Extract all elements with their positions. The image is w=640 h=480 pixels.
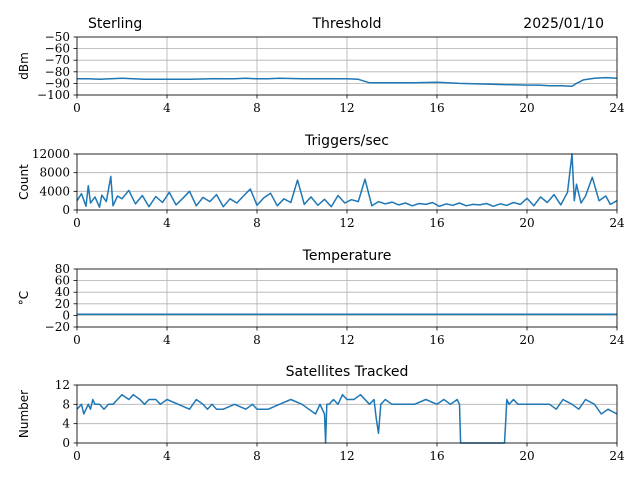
y-tick-label: −60 <box>45 42 70 56</box>
y-axis-label: °C <box>17 291 31 305</box>
chart-panel-2: 0 4 8 12 16 20 24 0 4000 8000 12000 Triggers/sec Cou… <box>17 133 625 230</box>
x-tick-label: 16 <box>429 101 444 115</box>
x-tick-label: 8 <box>253 333 261 347</box>
y-tick-label: −50 <box>45 30 70 44</box>
y-axis-label: Number <box>17 390 31 438</box>
y-tick-label: −20 <box>45 320 70 334</box>
x-tick-label: 4 <box>163 101 171 115</box>
x-tick-label: 8 <box>253 101 261 115</box>
x-tick-label: 24 <box>609 101 625 115</box>
y-axis-label: Count <box>17 164 31 200</box>
x-tick-label: 0 <box>73 216 81 230</box>
x-tick-label: 16 <box>429 333 444 347</box>
panel-title: Triggers/sec <box>304 133 389 149</box>
x-tick-label: 20 <box>519 216 534 230</box>
x-tick-label: 12 <box>339 449 354 463</box>
x-tick-label: 12 <box>339 333 354 347</box>
x-tick-label: 0 <box>73 333 81 347</box>
x-tick-label: 24 <box>609 216 625 230</box>
series-line <box>77 76 618 88</box>
y-tick-label: 8 <box>62 397 70 411</box>
x-tick-label: 24 <box>609 333 625 347</box>
y-tick-label: 0 <box>62 308 70 322</box>
y-tick-label: 4000 <box>39 184 70 198</box>
x-tick-label: 8 <box>253 449 261 463</box>
chart-panel-1: 0 4 8 12 16 20 24 −100−90−80−70−60−50 Threshold d… <box>17 16 625 115</box>
x-tick-label: 20 <box>519 333 534 347</box>
y-tick-label: 4 <box>62 417 70 431</box>
y-tick-label: 40 <box>55 285 70 299</box>
y-axis-label: dBm <box>17 52 31 80</box>
y-tick-label: −100 <box>37 88 70 102</box>
x-tick-label: 24 <box>609 449 625 463</box>
y-tick-label: 60 <box>55 274 70 288</box>
y-tick-label: −90 <box>45 76 70 90</box>
y-tick-label: 0 <box>62 203 70 217</box>
panel-title: Threshold <box>312 16 382 32</box>
y-tick-label: 12000 <box>32 147 70 161</box>
report-date: 2025/01/10 <box>523 16 604 32</box>
x-tick-label: 16 <box>429 449 444 463</box>
chart-panels: 0 4 8 12 16 20 24 −100−90−80−70−60−50 Threshold d… <box>17 16 625 463</box>
y-tick-label: 20 <box>55 297 70 311</box>
y-tick-label: 80 <box>55 262 70 276</box>
x-tick-label: 4 <box>163 216 171 230</box>
panel-title: Satellites Tracked <box>286 364 409 380</box>
y-tick-label: 0 <box>62 436 70 450</box>
x-tick-label: 12 <box>339 101 354 115</box>
station-name: Sterling <box>88 16 142 32</box>
y-tick-label: −80 <box>45 65 70 79</box>
series-line <box>76 393 618 444</box>
y-tick-label: 8000 <box>39 166 70 180</box>
y-tick-label: −70 <box>45 53 70 67</box>
x-tick-label: 12 <box>339 216 354 230</box>
x-tick-label: 8 <box>253 216 261 230</box>
x-tick-label: 20 <box>519 449 534 463</box>
x-tick-label: 0 <box>73 449 81 463</box>
x-tick-label: 0 <box>73 101 81 115</box>
x-tick-label: 4 <box>163 333 171 347</box>
chart-panel-4: 0 4 8 12 16 20 24 0 4 8 12 Satellites Tracked Number <box>17 364 625 463</box>
x-tick-label: 16 <box>429 216 444 230</box>
y-tick-label: 12 <box>55 378 70 392</box>
x-tick-label: 4 <box>163 449 171 463</box>
x-tick-label: 20 <box>519 101 534 115</box>
series-line <box>76 153 618 208</box>
panel-title: Temperature <box>302 248 392 264</box>
